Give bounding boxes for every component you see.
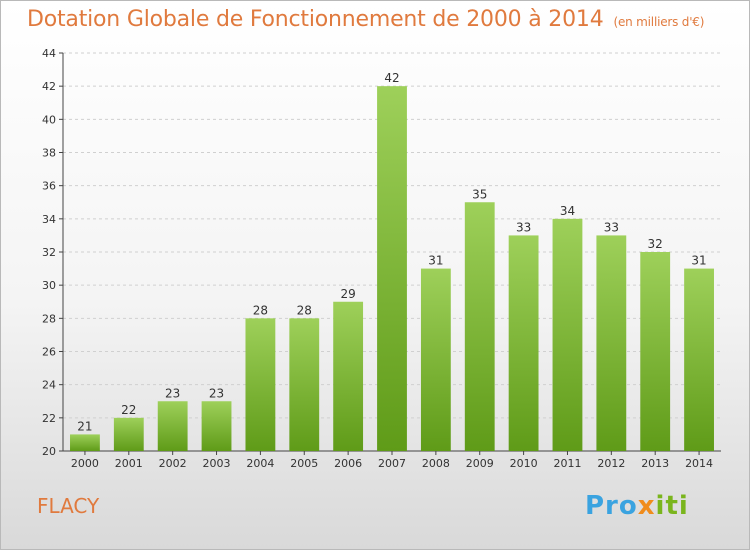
- x-tick-label-2014: 2014: [685, 457, 713, 470]
- y-tick-label: 34: [42, 213, 56, 226]
- bar-2002: [157, 401, 188, 451]
- bar-2007: [377, 86, 407, 452]
- x-tick-label-2013: 2013: [641, 457, 669, 470]
- bar-2011: [552, 218, 583, 451]
- bar-2001: [113, 417, 144, 451]
- proxiti-logo: Proxiti: [585, 491, 689, 521]
- x-tick-label-2008: 2008: [422, 457, 450, 470]
- data-label-2000: 21: [77, 419, 92, 433]
- chart-title: Dotation Globale de Fonctionnement de 20…: [27, 7, 704, 32]
- y-tick-label: 36: [42, 180, 56, 193]
- bar-2014: [684, 268, 714, 451]
- bar-2006: [333, 301, 364, 451]
- bar-2012: [596, 235, 627, 451]
- x-tick-label-2002: 2002: [159, 457, 187, 470]
- y-tick-label: 26: [42, 346, 56, 359]
- data-label-2010: 33: [516, 220, 531, 234]
- bar-2000: [70, 434, 100, 451]
- x-tick-label-2005: 2005: [290, 457, 318, 470]
- y-tick-label: 32: [42, 246, 56, 259]
- logo-part-3: iti: [655, 491, 689, 521]
- data-label-2001: 22: [121, 403, 136, 417]
- y-tick-label: 24: [42, 379, 56, 392]
- y-tick-label: 42: [42, 80, 56, 93]
- y-tick-label: 30: [42, 279, 56, 292]
- x-tick-label-2007: 2007: [378, 457, 406, 470]
- data-label-2011: 34: [560, 204, 575, 218]
- x-tick-label-2010: 2010: [510, 457, 538, 470]
- bar-2013: [640, 252, 671, 451]
- data-label-2003: 23: [209, 386, 224, 400]
- data-label-2004: 28: [253, 303, 268, 317]
- chart-title-text: Dotation Globale de Fonctionnement de 20…: [27, 7, 604, 32]
- y-tick-label: 20: [42, 445, 56, 458]
- logo-part-1: Pro: [585, 491, 638, 521]
- y-tick-label: 28: [42, 312, 56, 325]
- bar-2010: [508, 235, 539, 451]
- commune-name: FLACY: [37, 494, 100, 518]
- bar-2009: [464, 202, 495, 451]
- data-label-2014: 31: [691, 254, 706, 268]
- logo-part-2: x: [637, 491, 656, 521]
- x-tick-label-2003: 2003: [203, 457, 231, 470]
- y-tick-label: 38: [42, 147, 56, 160]
- data-label-2002: 23: [165, 386, 180, 400]
- data-label-2012: 33: [604, 220, 619, 234]
- data-label-2013: 32: [648, 237, 663, 251]
- data-label-2008: 31: [428, 254, 443, 268]
- x-tick-label-2000: 2000: [71, 457, 99, 470]
- bar-2004: [245, 318, 276, 451]
- data-label-2007: 42: [384, 71, 399, 85]
- y-tick-label: 44: [42, 47, 56, 60]
- y-tick-label: 40: [42, 113, 56, 126]
- x-tick-label-2006: 2006: [334, 457, 362, 470]
- x-tick-label-2001: 2001: [115, 457, 143, 470]
- bar-2008: [420, 268, 451, 451]
- bar-2005: [289, 318, 320, 451]
- bar-layer: [70, 86, 714, 452]
- chart-subtitle: (en milliers d'€): [613, 15, 705, 29]
- data-label-2009: 35: [472, 187, 487, 201]
- x-tick-label-2011: 2011: [553, 457, 581, 470]
- data-label-2005: 28: [297, 303, 312, 317]
- x-tick-label-2012: 2012: [597, 457, 625, 470]
- y-tick-label: 22: [42, 412, 56, 425]
- x-tick-label-2004: 2004: [246, 457, 274, 470]
- data-label-2006: 29: [340, 287, 355, 301]
- label-layer: 21 22 23 23 28 28 29 42 31 35 33 34 33 32 31: [77, 71, 706, 433]
- x-tick-label-2009: 2009: [466, 457, 494, 470]
- bar-2003: [201, 401, 232, 451]
